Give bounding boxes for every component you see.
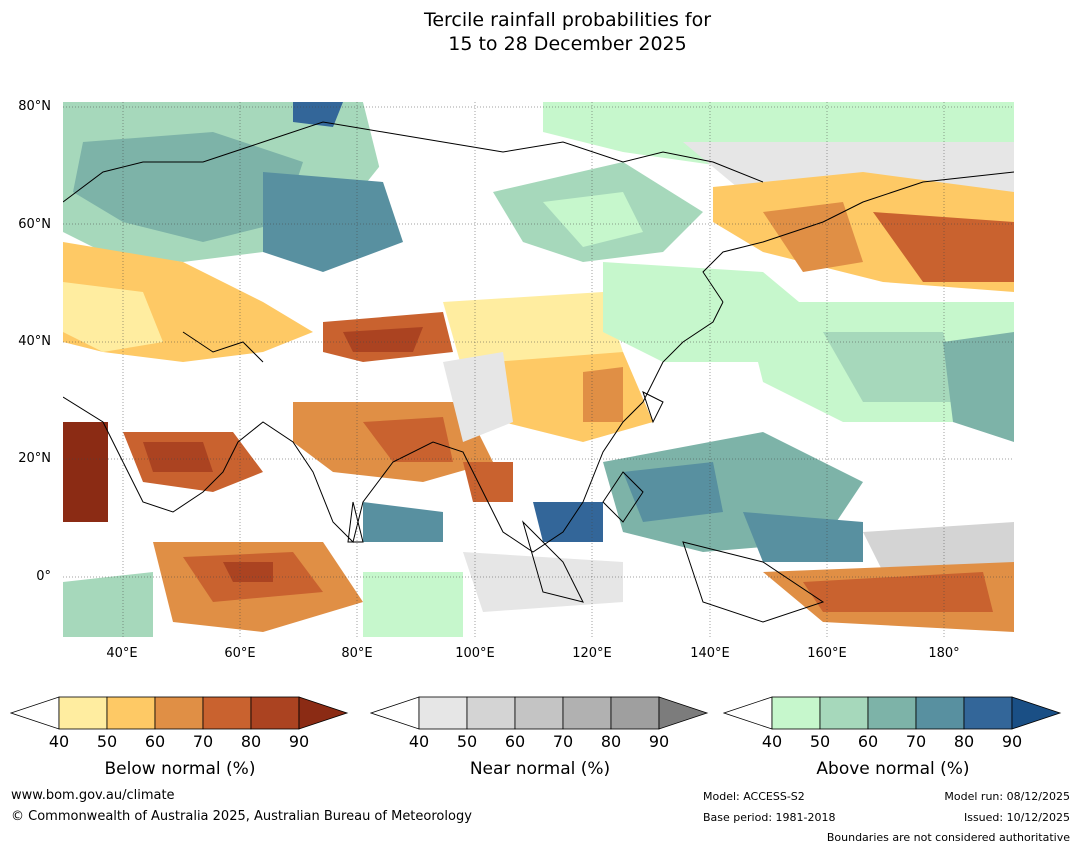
- lat-label-20n: 20°N: [18, 451, 51, 466]
- tick-near-50: 50: [456, 732, 478, 751]
- colorbar-above-swatches: [722, 696, 1062, 730]
- swatch-above-1: [819, 696, 869, 730]
- colorbar-below-swatches: [9, 696, 349, 730]
- swatch-below-2: [154, 696, 204, 730]
- swatch-below-0: [58, 696, 108, 730]
- swatch-near-0: [418, 696, 468, 730]
- lon-label-60e: 60°E: [224, 646, 256, 661]
- footer-model: Model: ACCESS-S2: [703, 790, 805, 803]
- swatch-near-3: [562, 696, 612, 730]
- lon-label-120e: 120°E: [572, 646, 612, 661]
- tick-near-60: 60: [504, 732, 526, 751]
- colorbar-below-normal: 40 50 60 70 80 90 Below normal (%): [9, 696, 350, 786]
- lon-label-140e: 140°E: [690, 646, 730, 661]
- title-line-2: 15 to 28 December 2025: [448, 33, 687, 55]
- tick-below-60: 60: [144, 732, 166, 751]
- swatch-above-2: [867, 696, 917, 730]
- swatch-below-3: [202, 696, 252, 730]
- tick-above-60: 60: [857, 732, 879, 751]
- lon-label-100e: 100°E: [455, 646, 495, 661]
- tick-above-80: 80: [953, 732, 975, 751]
- title-line-1: Tercile rainfall probabilities for: [423, 9, 712, 31]
- swatch-near-5: [658, 696, 709, 730]
- lon-label-160e: 160°E: [807, 646, 847, 661]
- swatch-near-1: [466, 696, 516, 730]
- tick-below-90: 90: [288, 732, 310, 751]
- lat-label-80n: 80°N: [18, 99, 51, 114]
- swatch-near-4: [610, 696, 660, 730]
- colorbar-near-title: Near normal (%): [469, 759, 611, 779]
- footer-base-period: Base period: 1981-2018: [703, 811, 836, 824]
- tick-above-90: 90: [1001, 732, 1023, 751]
- lat-label-60n: 60°N: [18, 217, 51, 232]
- lat-label-40n: 40°N: [18, 334, 51, 349]
- tick-near-40: 40: [408, 732, 430, 751]
- colorbar-near-normal: 40 50 60 70 80 90 Near normal (%): [369, 696, 710, 786]
- footer-boundaries-note: Boundaries are not considered authoritat…: [826, 831, 1070, 844]
- tick-near-80: 80: [600, 732, 622, 751]
- tick-near-70: 70: [552, 732, 574, 751]
- swatch-below-4: [250, 696, 300, 730]
- map-title: Tercile rainfall probabilities for 15 to…: [0, 8, 1081, 56]
- swatch-below-5: [298, 696, 349, 730]
- tick-above-70: 70: [905, 732, 927, 751]
- swatch-near-2: [514, 696, 564, 730]
- swatch-above-0: [771, 696, 821, 730]
- tick-below-70: 70: [192, 732, 214, 751]
- swatch-above-4: [963, 696, 1013, 730]
- tick-above-40: 40: [761, 732, 783, 751]
- rainfall-probability-map: [63, 102, 1014, 637]
- swatch-below-1: [106, 696, 156, 730]
- map-canvas: [63, 102, 1014, 637]
- colorbar-above-normal: 40 50 60 70 80 90 Above normal (%): [722, 696, 1063, 786]
- lon-label-40e: 40°E: [106, 646, 138, 661]
- swatch-above-5: [1011, 696, 1062, 730]
- lat-label-0: 0°: [36, 569, 51, 584]
- lon-label-80e: 80°E: [341, 646, 373, 661]
- lon-label-180: 180°: [928, 646, 960, 661]
- footer-website-link[interactable]: www.bom.gov.au/climate: [11, 788, 175, 803]
- colorbar-above-title: Above normal (%): [816, 759, 970, 779]
- footer-model-run: Model run: 08/12/2025: [944, 790, 1070, 803]
- tick-above-50: 50: [809, 732, 831, 751]
- tick-near-90: 90: [648, 732, 670, 751]
- footer-issued: Issued: 10/12/2025: [963, 811, 1070, 824]
- colorbar-below-title: Below normal (%): [104, 759, 256, 779]
- colorbar-near-swatches: [369, 696, 709, 730]
- tick-below-50: 50: [96, 732, 118, 751]
- swatch-above-3: [915, 696, 965, 730]
- tick-below-80: 80: [240, 732, 262, 751]
- footer-copyright: © Commonwealth of Australia 2025, Austra…: [11, 809, 472, 824]
- tick-below-40: 40: [48, 732, 70, 751]
